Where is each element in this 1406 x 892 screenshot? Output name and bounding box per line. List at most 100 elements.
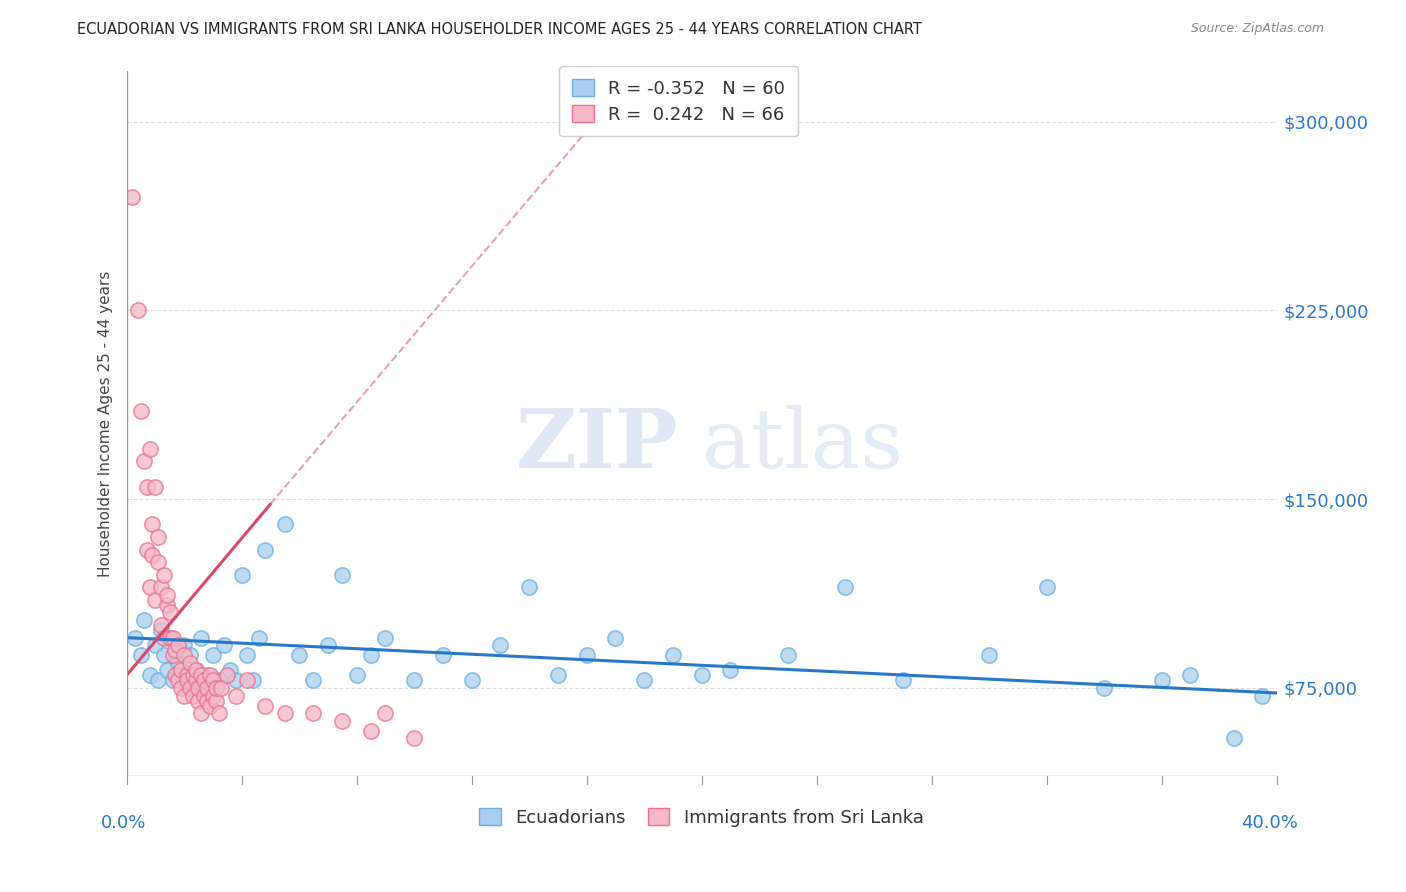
- Point: [170, 668, 193, 682]
- Point: [132, 613, 155, 627]
- Point: [162, 631, 184, 645]
- Point: [198, 698, 221, 713]
- Text: 0.0%: 0.0%: [101, 814, 146, 831]
- Point: [776, 648, 799, 663]
- Point: [135, 480, 157, 494]
- Point: [360, 648, 382, 663]
- Point: [198, 668, 221, 682]
- Point: [891, 673, 914, 688]
- Point: [273, 706, 295, 720]
- Point: [167, 673, 190, 688]
- Point: [195, 668, 218, 682]
- Point: [460, 673, 482, 688]
- Point: [124, 631, 146, 645]
- Point: [432, 648, 454, 663]
- Point: [834, 580, 856, 594]
- Point: [179, 648, 201, 663]
- Point: [167, 638, 190, 652]
- Text: ECUADORIAN VS IMMIGRANTS FROM SRI LANKA HOUSEHOLDER INCOME AGES 25 - 44 YEARS CO: ECUADORIAN VS IMMIGRANTS FROM SRI LANKA …: [77, 22, 922, 37]
- Point: [201, 673, 224, 688]
- Point: [204, 681, 226, 695]
- Point: [374, 631, 396, 645]
- Point: [129, 404, 152, 418]
- Text: atlas: atlas: [702, 405, 904, 485]
- Point: [187, 693, 209, 707]
- Point: [173, 648, 195, 663]
- Point: [288, 648, 311, 663]
- Point: [153, 567, 176, 582]
- Point: [159, 631, 181, 645]
- Point: [179, 681, 201, 695]
- Point: [150, 623, 173, 637]
- Point: [143, 592, 166, 607]
- Point: [181, 689, 204, 703]
- Point: [173, 689, 195, 703]
- Y-axis label: Householder Income Ages 25 - 44 years: Householder Income Ages 25 - 44 years: [97, 270, 112, 577]
- Point: [207, 673, 229, 688]
- Point: [718, 664, 741, 678]
- Point: [135, 542, 157, 557]
- Point: [190, 706, 212, 720]
- Point: [173, 638, 195, 652]
- Point: [176, 673, 198, 688]
- Point: [242, 673, 264, 688]
- Point: [159, 631, 181, 645]
- Point: [605, 631, 627, 645]
- Point: [146, 555, 169, 569]
- Point: [184, 664, 207, 678]
- Point: [187, 681, 209, 695]
- Point: [181, 668, 204, 682]
- Point: [633, 673, 655, 688]
- Point: [690, 668, 713, 682]
- Point: [162, 673, 184, 688]
- Point: [170, 681, 193, 695]
- Point: [330, 567, 353, 582]
- Point: [138, 580, 160, 594]
- Point: [141, 517, 163, 532]
- Point: [190, 631, 212, 645]
- Point: [330, 714, 353, 728]
- Point: [979, 648, 1001, 663]
- Point: [404, 731, 426, 746]
- Point: [204, 693, 226, 707]
- Point: [176, 668, 198, 682]
- Point: [302, 706, 325, 720]
- Point: [153, 631, 176, 645]
- Point: [156, 598, 179, 612]
- Point: [231, 567, 253, 582]
- Point: [170, 664, 193, 678]
- Point: [517, 580, 540, 594]
- Point: [184, 673, 207, 688]
- Point: [489, 638, 512, 652]
- Point: [165, 668, 187, 682]
- Point: [1092, 681, 1115, 695]
- Legend: Ecuadorians, Immigrants from Sri Lanka: Ecuadorians, Immigrants from Sri Lanka: [472, 801, 931, 834]
- Point: [132, 454, 155, 468]
- Point: [360, 723, 382, 738]
- Point: [143, 480, 166, 494]
- Point: [195, 693, 218, 707]
- Point: [146, 530, 169, 544]
- Point: [141, 548, 163, 562]
- Point: [1150, 673, 1173, 688]
- Point: [1251, 689, 1274, 703]
- Point: [207, 706, 229, 720]
- Point: [143, 638, 166, 652]
- Point: [138, 668, 160, 682]
- Point: [1035, 580, 1057, 594]
- Point: [193, 673, 215, 688]
- Point: [167, 656, 190, 670]
- Point: [201, 648, 224, 663]
- Point: [165, 643, 187, 657]
- Point: [236, 648, 259, 663]
- Point: [209, 681, 232, 695]
- Point: [190, 668, 212, 682]
- Point: [247, 631, 270, 645]
- Point: [179, 656, 201, 670]
- Point: [253, 542, 276, 557]
- Point: [575, 648, 598, 663]
- Point: [162, 648, 184, 663]
- Point: [302, 673, 325, 688]
- Point: [150, 618, 173, 632]
- Point: [214, 638, 236, 652]
